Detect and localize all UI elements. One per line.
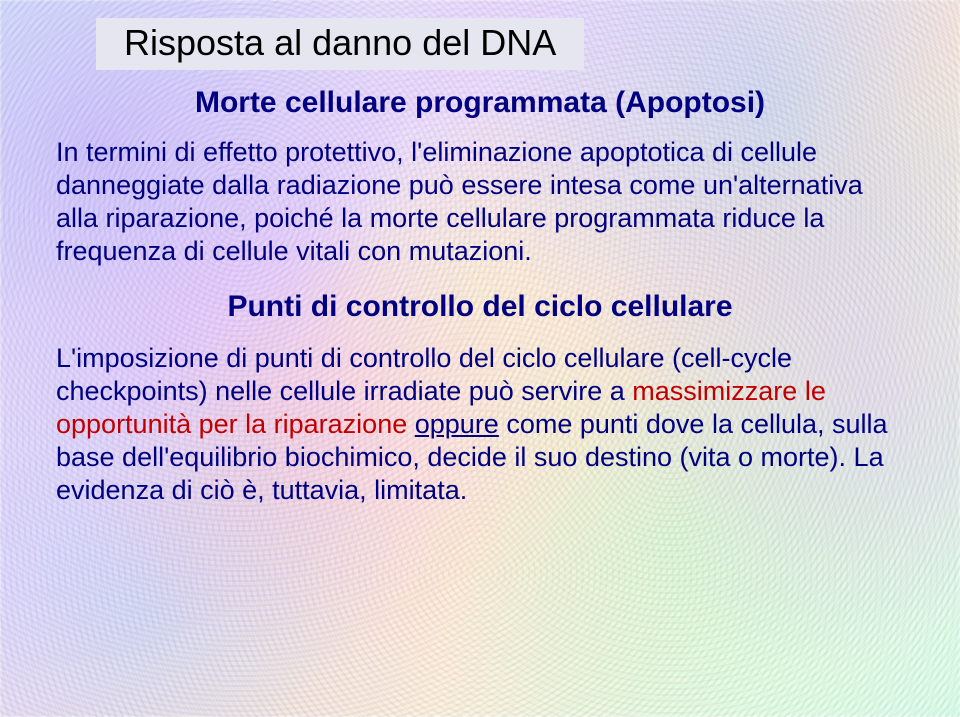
slide-content: Risposta al danno del DNA Morte cellular… bbox=[0, 0, 960, 717]
title-band: Risposta al danno del DNA bbox=[96, 18, 584, 70]
paragraph-2: L'imposizione di punti di controllo del … bbox=[56, 342, 904, 507]
paragraph-2-oppure: oppure bbox=[415, 409, 499, 439]
slide-title: Risposta al danno del DNA bbox=[124, 22, 556, 63]
section-header: Punti di controllo del ciclo cellulare bbox=[56, 290, 904, 324]
paragraph-1: In termini di effetto protettivo, l'elim… bbox=[56, 136, 904, 268]
slide-subtitle: Morte cellulare programmata (Apoptosi) bbox=[56, 86, 904, 120]
paragraph-2-space bbox=[407, 409, 415, 439]
